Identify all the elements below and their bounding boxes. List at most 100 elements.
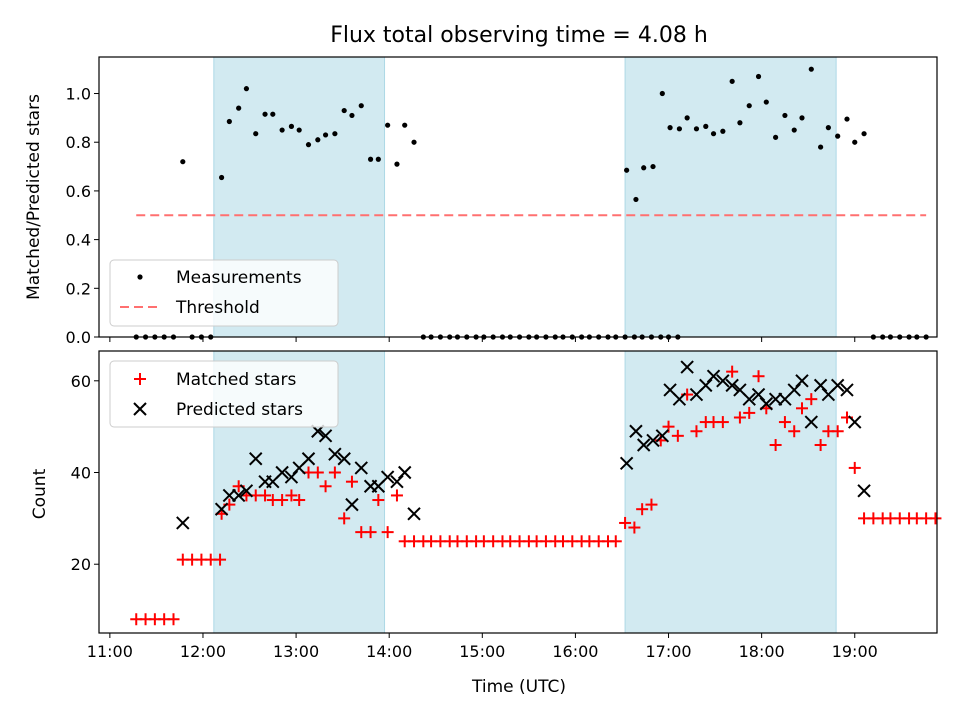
matched-stars-point — [293, 494, 306, 507]
legend-measurements-marker — [137, 274, 143, 280]
bottom-marks — [130, 360, 942, 626]
measurement-point — [703, 123, 709, 129]
predicted-stars-point — [857, 484, 871, 498]
matched-stars-point — [848, 461, 861, 474]
measurement-point — [684, 115, 690, 121]
measurement-point — [358, 103, 364, 109]
matched-stars-point — [167, 613, 180, 626]
measurement-point — [808, 66, 814, 72]
predicted-stars-point — [636, 438, 651, 452]
matched-stars-point — [929, 512, 942, 525]
measurement-point — [624, 167, 630, 173]
measurement-point — [218, 174, 225, 181]
measurement-point — [305, 142, 312, 148]
measurement-point — [332, 131, 338, 137]
measurement-point — [236, 105, 242, 111]
top-ticks: 0.0 0.2 0.4 0.6 0.8 1.0 — [66, 85, 856, 347]
matched-stars-point — [628, 521, 641, 534]
y-tick-label: 40 — [71, 464, 91, 483]
chart-title: Flux total observing time = 4.08 h — [330, 23, 708, 48]
predicted-stars-point — [318, 429, 333, 443]
top-panel: 0.0 0.2 0.4 0.6 0.8 1.0 Matched/Predicted sta… — [24, 56, 938, 347]
measurement-point — [341, 107, 347, 114]
measurement-point — [693, 126, 700, 132]
x-tick-label: 13:00 — [273, 642, 319, 661]
y-tick-label: 60 — [71, 372, 91, 391]
measurement-point — [773, 134, 779, 140]
matched-stars-point — [372, 494, 385, 507]
shaded-interval — [624, 350, 837, 634]
top-shaded-intervals — [213, 56, 837, 338]
measurement-point — [394, 161, 400, 167]
x-tick-label: 14:00 — [366, 642, 412, 661]
matched-stars-point — [259, 489, 272, 502]
top-legend: Measurements Threshold — [109, 259, 339, 327]
predicted-stars-point — [848, 415, 862, 429]
matched-stars-point — [645, 498, 658, 511]
measurement-point — [818, 144, 824, 150]
measurement-point — [844, 116, 850, 122]
matched-stars-point — [636, 503, 649, 516]
predicted-stars-point — [176, 516, 190, 530]
predicted-stars-point — [716, 374, 730, 388]
x-tick-label: 19:00 — [832, 642, 878, 661]
measurement-point — [835, 133, 841, 139]
measurement-point — [322, 132, 329, 138]
bottom-legend: Matched stars Predicted stars — [109, 360, 339, 428]
measurement-point — [861, 131, 867, 137]
legend-measurements-label: Measurements — [176, 268, 302, 288]
measurement-point — [262, 111, 268, 117]
measurement-point — [852, 139, 858, 145]
predicted-stars-point — [680, 360, 694, 374]
predicted-stars-point — [629, 424, 643, 438]
measurement-point — [279, 127, 285, 133]
measurement-point — [729, 78, 735, 84]
predicted-stars-point — [214, 502, 229, 516]
predicted-stars-point — [275, 465, 289, 480]
measurement-point — [243, 86, 250, 92]
predicted-stars-point — [795, 374, 809, 388]
matched-stars-point — [788, 425, 801, 438]
measurement-point — [385, 122, 391, 128]
predicted-stars-point — [345, 497, 359, 512]
measurement-point — [763, 99, 769, 105]
y-tick-label: 0.6 — [66, 182, 91, 201]
predicted-stars-point — [646, 433, 660, 448]
bottom-shaded-intervals — [213, 350, 837, 634]
predicted-stars-point — [840, 383, 854, 397]
predicted-stars-point — [231, 488, 246, 503]
predicted-stars-point — [655, 429, 670, 443]
matched-stars-point — [726, 365, 739, 378]
matched-stars-point — [338, 512, 351, 525]
matched-stars-point — [390, 489, 403, 502]
predicted-stars-point — [804, 415, 819, 429]
predicted-stars-point — [830, 378, 845, 393]
predicted-stars-point — [354, 461, 368, 475]
y-tick-label: 0.8 — [66, 133, 91, 152]
matched-stars-point — [364, 526, 377, 539]
y-tick-label: 20 — [71, 555, 91, 574]
matched-stars-point — [345, 475, 358, 488]
measurement-point — [367, 156, 374, 162]
measurement-point — [710, 131, 717, 137]
measurement-point — [737, 120, 743, 126]
measurement-point — [402, 122, 408, 128]
measurement-point — [411, 139, 417, 145]
measurement-point — [825, 125, 831, 131]
predicted-stars-point — [725, 378, 739, 393]
predicted-stars-point — [742, 392, 756, 406]
measurement-point — [633, 196, 639, 203]
measurement-point — [180, 159, 186, 165]
top-axes-frame — [98, 56, 938, 338]
predicted-stars-point — [249, 452, 263, 466]
predicted-stars-point — [759, 397, 774, 411]
matched-stars-point — [752, 370, 765, 383]
matched-stars-point — [381, 526, 394, 539]
legend-predicted-marker — [133, 402, 147, 416]
measurement-point — [676, 126, 682, 132]
matched-stars-point — [716, 416, 729, 429]
bottom-legend-box — [109, 360, 339, 428]
measurement-point — [226, 118, 232, 125]
matched-stars-point — [769, 439, 782, 451]
top-y-axis-label: Matched/Predicted stars — [24, 94, 44, 300]
